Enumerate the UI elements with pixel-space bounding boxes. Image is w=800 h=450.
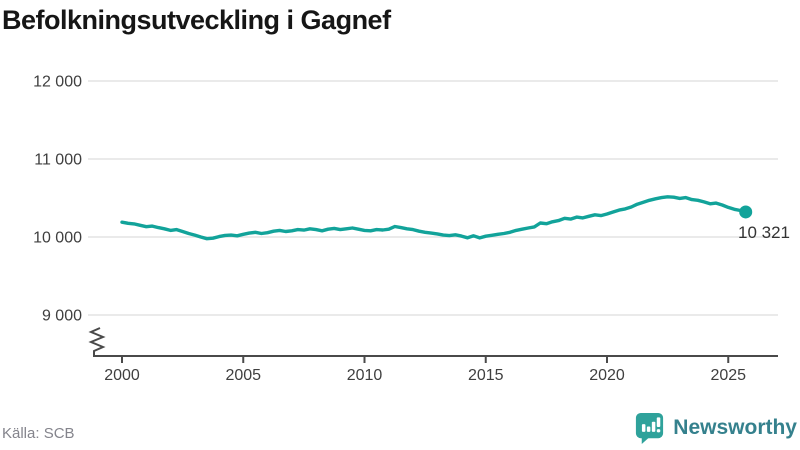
footer: Källa: SCB Newsworthy xyxy=(0,404,800,450)
chart-area: 12 000 11 000 10 000 9 000 2000 2005 2010 2015 2… xyxy=(0,58,800,398)
x-axis-label: 2015 xyxy=(468,367,504,384)
chart-title: Befolkningsutveckling i Gagnef xyxy=(2,5,391,35)
last-value-dot xyxy=(739,205,753,219)
y-axis-label: 11 000 xyxy=(34,152,82,169)
x-axis-label: 2000 xyxy=(104,367,140,384)
y-axis-label: 9 000 xyxy=(42,308,82,325)
newsworthy-chart-bubble-icon xyxy=(633,411,666,445)
x-axis-label: 2025 xyxy=(710,367,746,384)
population-line xyxy=(120,195,748,241)
x-axis-label: 2020 xyxy=(589,367,625,384)
source-label: Källa: SCB xyxy=(2,425,75,442)
x-axis-label: 2005 xyxy=(225,367,261,384)
brand-name: Newsworthy xyxy=(673,416,797,439)
x-axis-label: 2010 xyxy=(347,367,383,384)
y-axis-label: 12 000 xyxy=(33,74,82,91)
population-line-chart: 12 000 11 000 10 000 9 000 2000 2005 2010 2015 2… xyxy=(33,74,790,384)
newsworthy-logo: Newsworthy xyxy=(633,411,797,445)
y-axis-break-icon xyxy=(88,327,106,356)
last-value-label: 10 321 xyxy=(738,223,790,242)
y-axis-label: 10 000 xyxy=(33,230,82,247)
